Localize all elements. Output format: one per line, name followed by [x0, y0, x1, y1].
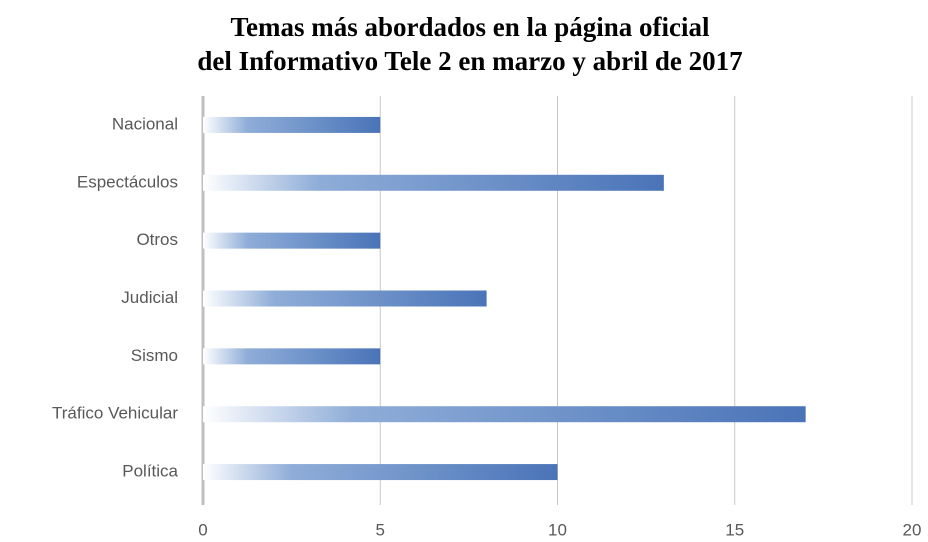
bar [203, 174, 664, 191]
y-tick-label: Política [122, 462, 178, 481]
bar [203, 406, 806, 423]
x-tick-label: 15 [725, 520, 744, 539]
y-tick-label: Espectáculos [77, 172, 178, 191]
y-tick-label: Sismo [131, 346, 178, 365]
y-tick-label: Judicial [121, 288, 178, 307]
x-tick-label: 0 [198, 520, 207, 539]
chart-title: del Informativo Tele 2 en marzo y abril … [197, 46, 742, 76]
y-tick-label: Tráfico Vehicular [52, 404, 178, 423]
y-tick-label: Otros [136, 230, 178, 249]
x-tick-label: 10 [548, 520, 567, 539]
chart-title: Temas más abordados en la página oficial [230, 12, 710, 42]
y-tick-label: Nacional [112, 114, 178, 133]
bar [203, 290, 487, 307]
bar [203, 232, 381, 249]
x-tick-label: 5 [376, 520, 385, 539]
bar [203, 464, 558, 481]
x-tick-label: 20 [903, 520, 922, 539]
bar [203, 116, 381, 133]
bar [203, 348, 381, 365]
